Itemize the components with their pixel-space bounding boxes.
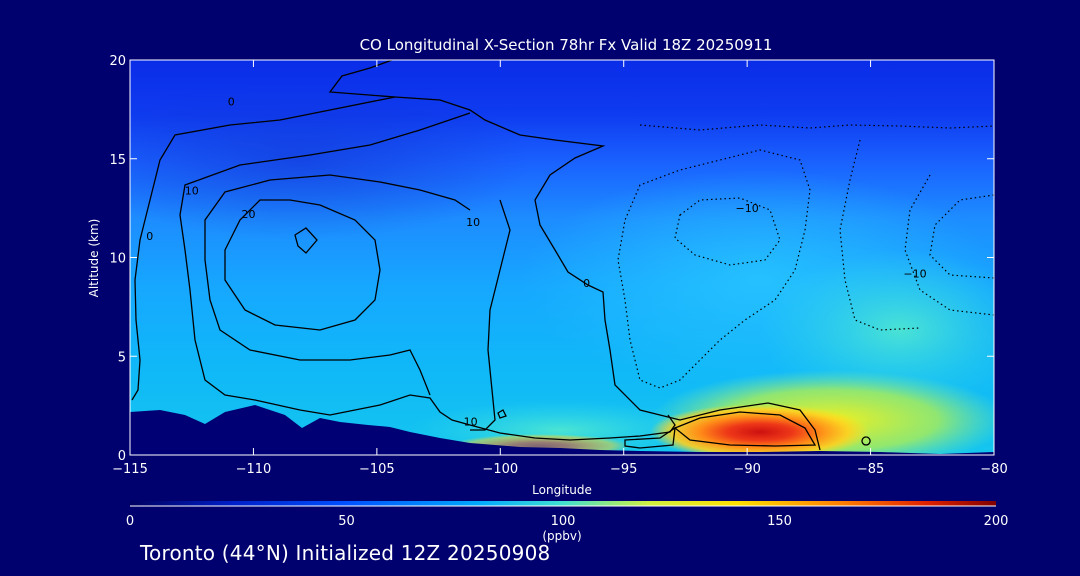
- colorbar-tick-label: 150: [767, 514, 792, 529]
- heatmap-upper-band: [130, 80, 530, 240]
- contour-0-west: [328, 60, 821, 451]
- x-tick-label: −95: [610, 462, 637, 477]
- contour-label: 10: [185, 184, 199, 197]
- contour-hotspot: [673, 411, 817, 447]
- contour-10-outer: [179, 112, 676, 441]
- x-axis: −115 −110 −105 −100 −95 −90 −85 −80: [112, 60, 1008, 477]
- colorbar-tick-label: 50: [338, 514, 355, 529]
- y-tick-label: 10: [109, 252, 126, 267]
- colorbar-ticks: 0 50 100 150 200: [126, 514, 1009, 529]
- x-tick-label: −85: [857, 462, 884, 477]
- contour-label: 0: [146, 230, 153, 243]
- contour-10-middle: [470, 199, 511, 431]
- y-axis: 0 5 10 15 20: [109, 54, 994, 464]
- y-tick-label: 0: [118, 449, 126, 464]
- y-tick-label: 5: [118, 350, 126, 365]
- contour-low-loop: [624, 426, 676, 449]
- contour-label: −10: [736, 202, 759, 215]
- x-tick-label: −105: [359, 462, 395, 477]
- y-axis-label: Altitude (km): [87, 219, 101, 298]
- contour-10-inner: [204, 174, 471, 396]
- y-tick-label: 15: [109, 153, 126, 168]
- colorbar-tick-label: 200: [984, 514, 1009, 529]
- contour-label: 0: [228, 95, 235, 108]
- y-tick-label: 20: [109, 54, 126, 69]
- terrain-mask: [130, 405, 994, 455]
- contour-20: [224, 199, 381, 331]
- contour-label: 20: [241, 208, 255, 221]
- contour-label: 10: [464, 415, 478, 428]
- contour-label: 10: [466, 216, 480, 229]
- x-tick-label: −110: [236, 462, 272, 477]
- contour-neg-east: [904, 174, 994, 316]
- x-tick-label: −100: [482, 462, 518, 477]
- x-tick-label: −80: [980, 462, 1007, 477]
- contour-neg-10-west: [674, 197, 781, 266]
- colorbar: [130, 501, 996, 506]
- chart-title: CO Longitudinal X-Section 78hr Fx Valid …: [360, 36, 773, 54]
- contour-neg-west: [617, 149, 811, 389]
- contour-neg-10-east: [929, 194, 994, 279]
- x-tick-label: −115: [112, 462, 148, 477]
- colorbar-tick-label: 100: [551, 514, 576, 529]
- contour-20-core: [294, 227, 318, 254]
- init-footer: Toronto (44°N) Initialized 12Z 20250908: [140, 541, 551, 565]
- colorbar-unit: (ppbv): [542, 529, 581, 543]
- contour-neg-top: [639, 124, 994, 131]
- contour-labels: 0 10 0 20 10 0 10 −10 −10: [146, 95, 926, 428]
- contour-small-1: [497, 409, 507, 419]
- heatmap-field: [130, 60, 994, 455]
- contour-0-outer: [131, 96, 396, 401]
- contour-label: −10: [903, 267, 926, 280]
- contour-small-2: [861, 436, 871, 446]
- contour-negative: [617, 124, 994, 389]
- heatmap-east-teal: [760, 250, 994, 410]
- x-tick-label: −90: [733, 462, 760, 477]
- contour-label: 0: [583, 277, 590, 290]
- x-axis-label: Longitude: [532, 483, 592, 497]
- contour-lines: [131, 60, 871, 451]
- colorbar-tick-label: 0: [126, 514, 134, 529]
- contour-neg-mid: [839, 139, 921, 331]
